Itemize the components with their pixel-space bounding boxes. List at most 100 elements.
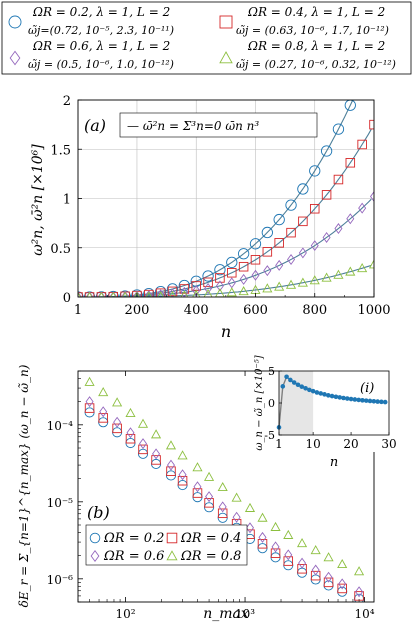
panel-a-point: [369, 119, 374, 130]
panel-b-point: [125, 433, 136, 444]
inset-point: [288, 377, 293, 383]
panel-a-point: [333, 269, 344, 279]
panel-a-point: [239, 273, 248, 285]
inset-ticks: 1 10 20 30 -5 0 5: [264, 365, 396, 451]
panel-a-point: [251, 269, 260, 281]
inset-i: 1 10 20 30 -5 0 5 (i) n ω_n − ω̃_n [×10⁻⁵]: [254, 355, 397, 470]
panel-a-point: [203, 289, 213, 297]
panel-b-ytick-label: 10⁻⁵: [47, 496, 74, 510]
panel-b-point: [231, 492, 242, 502]
panel-b-markers: [84, 376, 365, 602]
legend-entry-3-line2: ω̃j = (0.5, 10⁻⁶, 1.0, 10⁻¹²): [28, 58, 174, 71]
inset-point: [333, 394, 339, 400]
panel-a-point: [321, 190, 332, 200]
panel-b-point: [84, 376, 95, 386]
panel-b-point: [192, 488, 203, 498]
panel-b-label: (b): [87, 503, 110, 522]
legend-marker-square: [219, 15, 233, 29]
panel-a-point: [226, 256, 238, 269]
panel-b-xlabel: n_max: [203, 606, 249, 622]
panel-b-point: [192, 462, 203, 472]
panel-b-point: [258, 531, 267, 543]
panel-a-point: [261, 226, 273, 239]
panel-a-point: [215, 273, 225, 283]
panel-a-point: [346, 213, 355, 225]
inset-plot: [276, 371, 388, 435]
panel-b-ticks: 10² 10³ 10⁴ 10⁻⁴ 10⁻⁵ 10⁻⁶: [47, 370, 375, 621]
panel-a-point: [215, 280, 224, 292]
panel-a-point: [262, 247, 273, 257]
panel-b-point: [98, 387, 109, 397]
legend-entry-1-line1: ΩR = 0.2, λ = 1, L = 2: [32, 5, 170, 19]
panel-b-point: [138, 444, 148, 455]
panel-a-point: [119, 290, 131, 297]
panel-a-point: [122, 291, 129, 297]
inset-point: [329, 393, 335, 399]
inset-point: [356, 397, 361, 403]
panel-b-point: [177, 450, 188, 460]
inset-ytick-label: 0: [268, 397, 275, 410]
inset-ytick-label: 5: [268, 365, 275, 378]
panel-b-ytick-label: 10⁻⁴: [47, 419, 74, 433]
panel-b-legend-marker: [166, 532, 178, 544]
legend-marker-circle: [8, 15, 22, 29]
panel-a-point: [322, 231, 331, 243]
inset-xtick-label: 20: [343, 437, 358, 451]
panel-a-point: [274, 281, 285, 291]
panel-a-point: [157, 291, 164, 297]
panel-a-point: [357, 263, 368, 273]
panel-a-label: (a): [84, 116, 106, 135]
panel-a-point: [133, 291, 141, 297]
inset-point: [310, 388, 316, 394]
panel-a-point: [298, 216, 308, 227]
panel-b-point: [284, 549, 293, 561]
panel-a-ylabel: ω²n, ω̄²n [×10⁶]: [30, 144, 46, 256]
legend-entry-3-line1: ΩR = 0.6, λ = 1, L = 2: [32, 39, 170, 53]
inset-point: [326, 393, 331, 398]
panel-a-ticks: 1 200 400 600 800 1000 0 0.5 1 1.5 2: [50, 94, 390, 318]
inset-point: [291, 380, 297, 385]
panel-a-point: [262, 283, 273, 293]
panel-b-point: [232, 511, 241, 523]
panel-a-point: [263, 265, 272, 277]
panel-a-point: [287, 254, 296, 265]
panel-b-point: [355, 586, 364, 598]
panel-b-legend-1: ΩR = 0.2: [103, 531, 164, 546]
panel-a-point: [320, 145, 333, 157]
panel-a-point: [368, 259, 374, 269]
panel-b-point: [166, 466, 176, 476]
legend-markers: [8, 15, 233, 66]
panel-b-point: [217, 508, 228, 519]
panel-b-point: [337, 583, 347, 594]
panel-b-point: [283, 529, 294, 539]
panel-b-xtick-label: 10²: [116, 607, 136, 621]
panel-b-point: [218, 501, 227, 513]
panel-a-point: [250, 255, 261, 265]
panel-a-point: [144, 290, 153, 297]
panel-a-fit-line: [78, 100, 354, 297]
panel-a-point: [143, 287, 155, 297]
panel-b-point: [244, 502, 256, 512]
panel-a-xlabel: n: [221, 322, 231, 341]
panel-a-point: [370, 191, 374, 203]
panel-a-point: [310, 240, 319, 252]
legend-marker-diamond: [9, 50, 21, 66]
panel-b-point: [354, 566, 365, 576]
inset-point: [337, 395, 342, 400]
legend-entry-4-line1: ΩR = 0.8, λ = 1, L = 2: [247, 39, 385, 53]
inset-label: (i): [360, 381, 374, 396]
panel-b-point: [152, 448, 161, 460]
panel-a-point: [285, 199, 297, 211]
panel-b-point: [113, 416, 122, 428]
panel-a-inner-legend: — ω̄²n = Σ³n=0 ω̄n n³: [127, 119, 259, 133]
panel-a-xtick-label: 600: [243, 303, 268, 318]
inset-point: [375, 399, 380, 404]
panel-b-ylabel: δE_r = Σ_{n=1}^{n_max} (ω_n − ω̃_n): [17, 364, 31, 607]
panel-b-point: [205, 491, 214, 503]
panel-b-point: [85, 396, 94, 408]
panel-b-point: [270, 521, 281, 531]
panel-b-point: [311, 564, 320, 576]
panel-a-xtick-label: 1000: [357, 303, 390, 318]
inset-point: [341, 395, 346, 401]
legend-entry-4-line2: ω̃j = (0.27, 10⁻⁶, 0.32, 10⁻¹²): [236, 58, 396, 71]
